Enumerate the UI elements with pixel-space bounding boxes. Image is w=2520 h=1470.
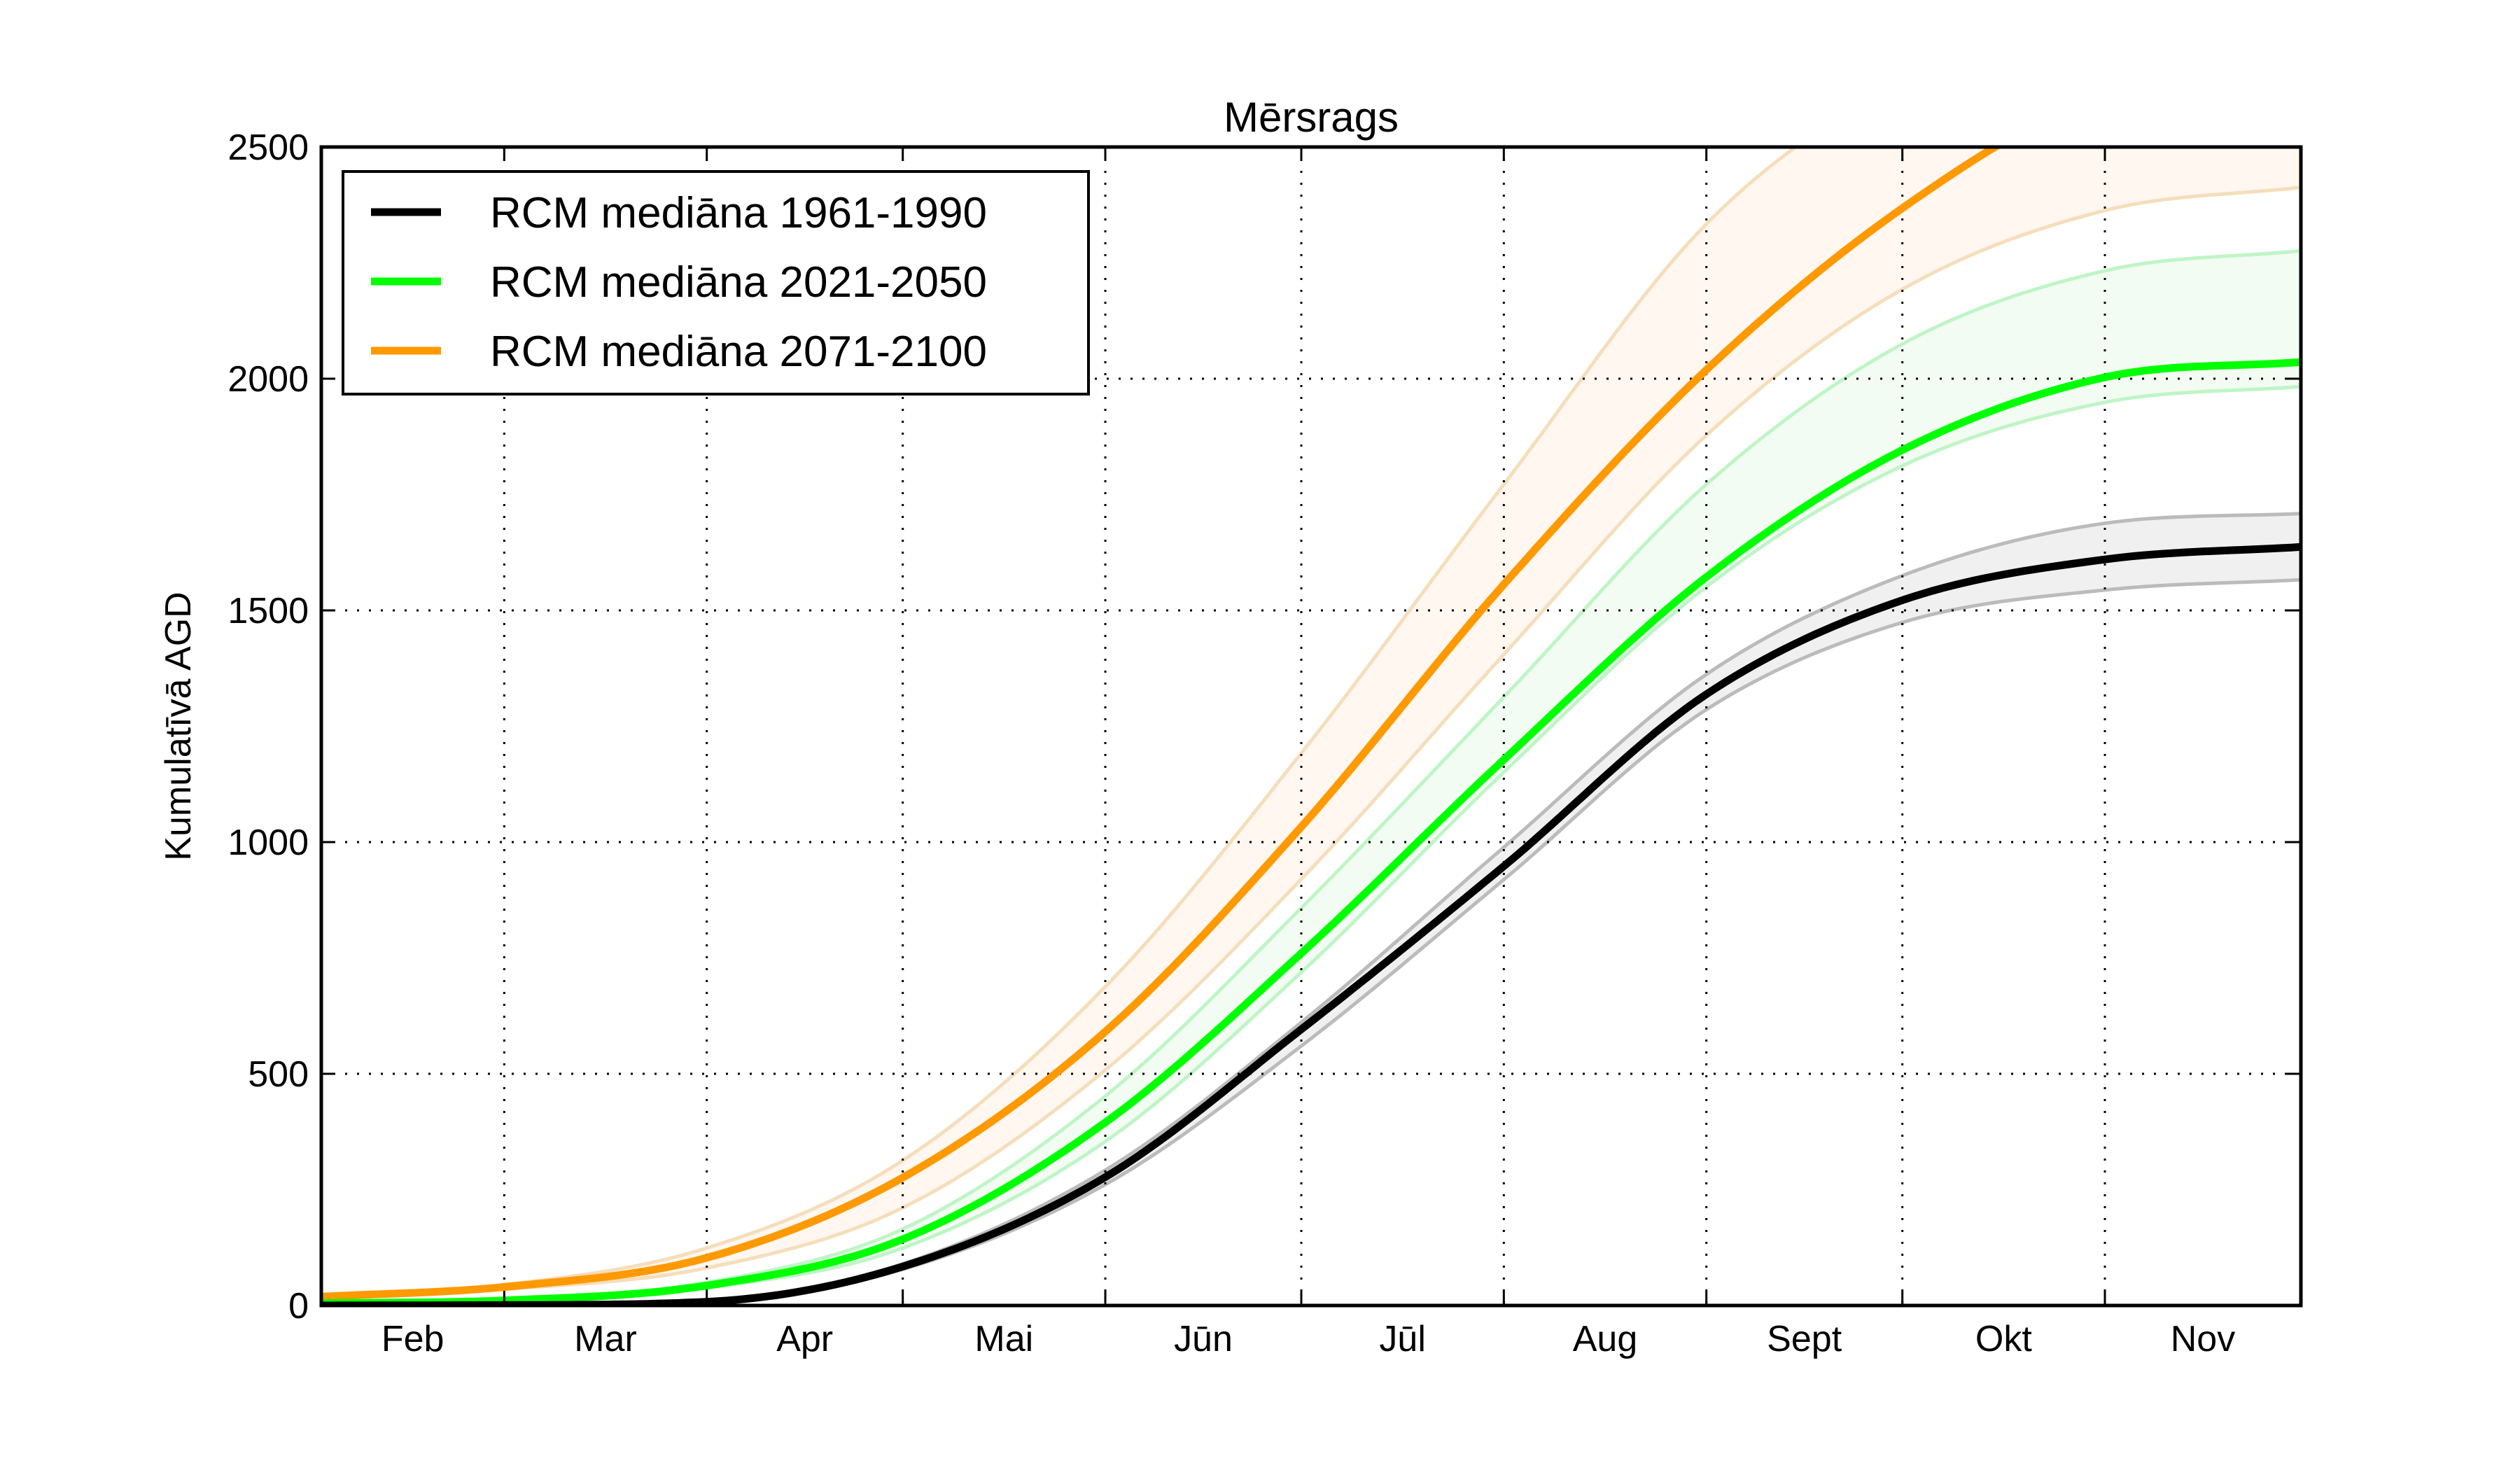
x-tick-label: Mar [574, 1319, 637, 1359]
legend-label-2: RCM mediāna 2071-2100 [490, 328, 987, 376]
x-tick-label: Okt [1975, 1319, 2032, 1359]
x-tick-label: Aug [1573, 1319, 1638, 1359]
y-axis-label: Kumulatīvā AGD [158, 592, 199, 860]
y-tick-label: 2000 [227, 359, 309, 400]
legend-label-1: RCM mediāna 2021-2050 [490, 258, 987, 307]
x-tick-label: Jūn [1174, 1319, 1233, 1359]
legend-box [342, 170, 1090, 396]
x-tick-label: Nov [2171, 1319, 2235, 1359]
series-line-2 [321, 147, 2003, 1301]
x-tick-label: Sept [1767, 1319, 1842, 1359]
x-tick-labels: Feb Mar Apr Mai Jūn Jūl Aug Sept Okt Nov [382, 1319, 2235, 1359]
legend: RCM mediāna 1961-1990 RCM mediāna 2021-20… [342, 170, 1090, 396]
legend-label-0: RCM mediāna 1961-1990 [490, 189, 987, 237]
x-tick-label: Apr [776, 1319, 833, 1359]
plot-frame [319, 145, 2303, 1308]
grid-lines [321, 147, 2301, 1306]
band-fill-1 [321, 251, 2301, 1304]
chart-title: Mērsrags [1224, 94, 1399, 141]
y-tick-labels: 0 500 1000 1500 2000 2500 [227, 127, 309, 1326]
series-line-1 [321, 358, 2301, 1306]
y-tick-label: 1500 [227, 591, 309, 631]
y-tick-label: 0 [288, 1286, 309, 1326]
y-tick-label: 1000 [227, 822, 309, 863]
y-tick-label: 500 [248, 1054, 309, 1095]
y-tick-label: 2500 [227, 127, 309, 168]
x-tick-label: Mai [974, 1319, 1033, 1359]
x-tick-label: Feb [382, 1319, 444, 1359]
band-lower-2 [321, 186, 2301, 1300]
axis-ticks [321, 146, 2301, 1307]
x-tick-label: Jūl [1379, 1319, 1425, 1359]
band-upper-2 [321, 147, 1799, 1297]
